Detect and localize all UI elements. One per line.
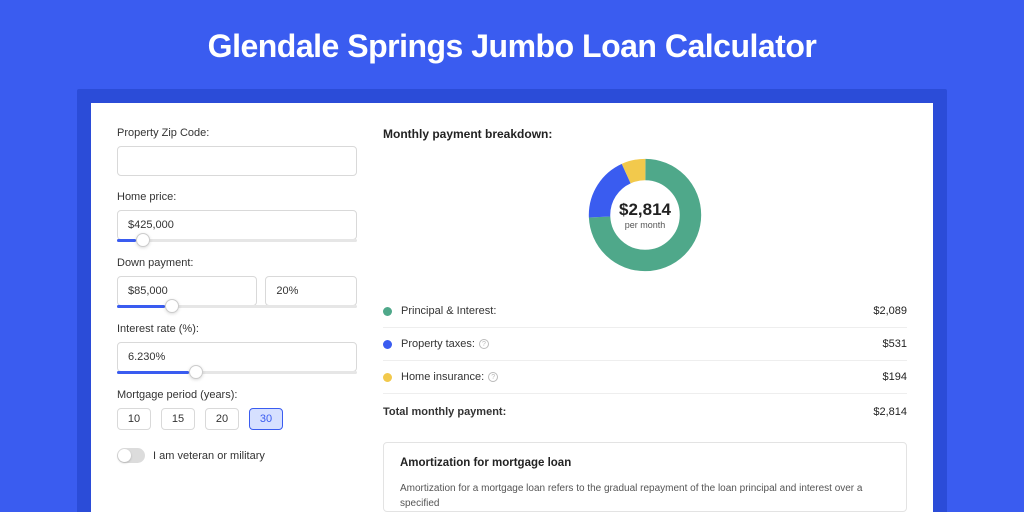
legend-text: Home insurance: <box>401 371 484 383</box>
legend-text: Principal & Interest: <box>401 305 496 317</box>
page-title: Glendale Springs Jumbo Loan Calculator <box>0 0 1024 89</box>
zip-label: Property Zip Code: <box>117 127 357 139</box>
donut-sublabel: per month <box>625 220 666 230</box>
down-payment-slider[interactable] <box>117 305 357 308</box>
interest-input[interactable] <box>117 342 357 372</box>
veteran-field: I am veteran or military <box>117 448 357 463</box>
swatch-taxes <box>383 340 392 349</box>
legend-row-taxes: Property taxes: ? $531 <box>383 328 907 361</box>
period-option-15[interactable]: 15 <box>161 408 195 430</box>
home-price-field: Home price: <box>117 191 357 242</box>
down-payment-percent-input[interactable] <box>265 276 357 306</box>
period-field: Mortgage period (years): 10 15 20 30 <box>117 389 357 430</box>
swatch-insurance <box>383 373 392 382</box>
legend-label-taxes: Property taxes: ? <box>401 338 883 350</box>
total-label: Total monthly payment: <box>383 406 873 418</box>
period-option-20[interactable]: 20 <box>205 408 239 430</box>
legend-value-taxes: $531 <box>883 338 907 350</box>
slider-thumb[interactable] <box>189 365 203 379</box>
down-payment-field: Down payment: <box>117 257 357 308</box>
total-value: $2,814 <box>873 406 907 418</box>
legend-text: Property taxes: <box>401 338 475 350</box>
swatch-principal <box>383 307 392 316</box>
amortization-section: Amortization for mortgage loan Amortizat… <box>383 442 907 512</box>
total-row: Total monthly payment: $2,814 <box>383 394 907 430</box>
slider-thumb[interactable] <box>165 299 179 313</box>
breakdown-column: Monthly payment breakdown: $2,814 per mo… <box>383 127 907 512</box>
legend-label-principal: Principal & Interest: <box>401 305 873 317</box>
form-column: Property Zip Code: Home price: Down paym… <box>117 127 357 512</box>
home-price-label: Home price: <box>117 191 357 203</box>
down-payment-label: Down payment: <box>117 257 357 269</box>
legend-label-insurance: Home insurance: ? <box>401 371 883 383</box>
legend-value-principal: $2,089 <box>873 305 907 317</box>
period-option-30[interactable]: 30 <box>249 408 283 430</box>
veteran-toggle[interactable] <box>117 448 145 463</box>
donut-center: $2,814 per month <box>585 155 705 275</box>
zip-field: Property Zip Code: <box>117 127 357 176</box>
legend-row-principal: Principal & Interest: $2,089 <box>383 295 907 328</box>
interest-slider[interactable] <box>117 371 357 374</box>
amortization-text: Amortization for a mortgage loan refers … <box>400 481 890 511</box>
legend-row-insurance: Home insurance: ? $194 <box>383 361 907 394</box>
down-payment-amount-input[interactable] <box>117 276 257 306</box>
home-price-input[interactable] <box>117 210 357 240</box>
home-price-slider[interactable] <box>117 239 357 242</box>
breakdown-title: Monthly payment breakdown: <box>383 127 907 141</box>
zip-input[interactable] <box>117 146 357 176</box>
interest-field: Interest rate (%): <box>117 323 357 374</box>
slider-thumb[interactable] <box>136 233 150 247</box>
period-option-10[interactable]: 10 <box>117 408 151 430</box>
info-icon[interactable]: ? <box>479 339 489 349</box>
info-icon[interactable]: ? <box>488 372 498 382</box>
period-label: Mortgage period (years): <box>117 389 357 401</box>
donut-amount: $2,814 <box>619 200 671 220</box>
amortization-title: Amortization for mortgage loan <box>400 457 890 469</box>
donut-chart-wrap: $2,814 per month <box>383 155 907 275</box>
interest-label: Interest rate (%): <box>117 323 357 335</box>
legend-value-insurance: $194 <box>883 371 907 383</box>
veteran-label: I am veteran or military <box>153 450 265 462</box>
calculator-container: Property Zip Code: Home price: Down paym… <box>77 89 947 512</box>
period-options: 10 15 20 30 <box>117 408 357 430</box>
donut-chart: $2,814 per month <box>585 155 705 275</box>
calculator-body: Property Zip Code: Home price: Down paym… <box>91 103 933 512</box>
